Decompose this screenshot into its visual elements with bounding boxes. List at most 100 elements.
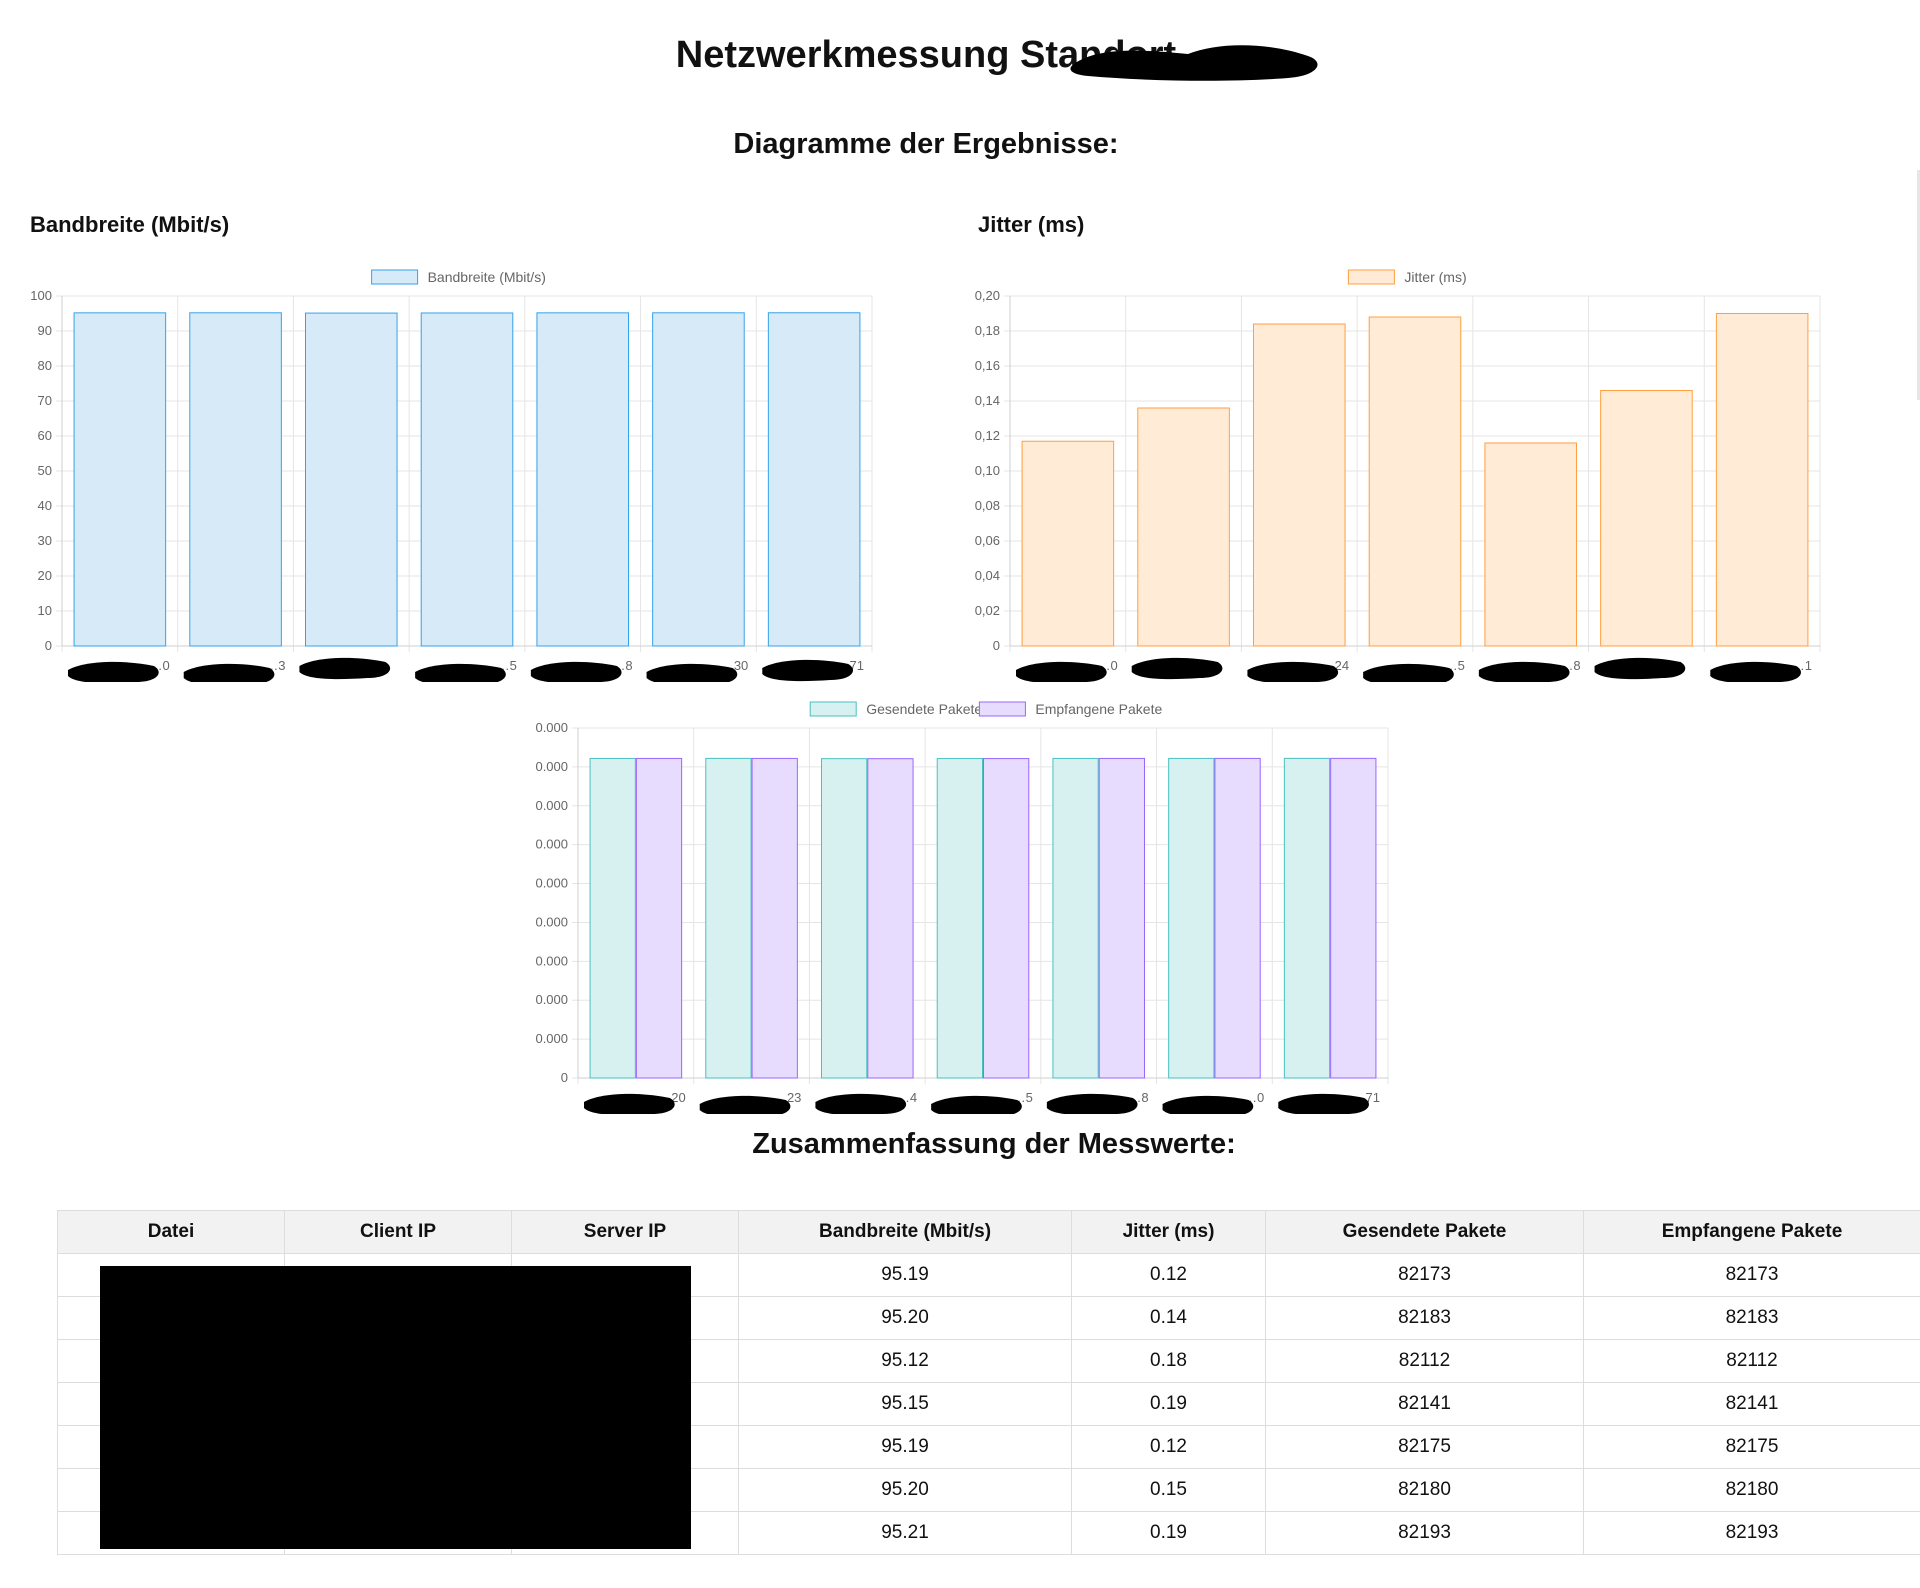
cell-empfangene-pakete: 82173 bbox=[1583, 1253, 1920, 1297]
label-redaction bbox=[1710, 661, 1801, 682]
bar-value bbox=[1021, 440, 1115, 647]
cell-gesendete-pakete: 82173 bbox=[1265, 1253, 1584, 1297]
cell-bandbreite: 95.20 bbox=[738, 1468, 1072, 1512]
bar-sent bbox=[1168, 757, 1215, 1079]
y-tick-label: 0,20 bbox=[975, 288, 1000, 303]
cell-jitter: 0.18 bbox=[1071, 1339, 1266, 1383]
cell-jitter: 0.15 bbox=[1071, 1468, 1266, 1512]
y-tick-label: 30.000 bbox=[536, 953, 568, 968]
cell-empfangene-pakete: 82112 bbox=[1583, 1339, 1920, 1383]
header-bandbreite: Bandbreite (Mbit/s) bbox=[738, 1210, 1072, 1254]
bar-value bbox=[73, 312, 167, 647]
bar-value bbox=[1600, 390, 1693, 647]
cell-gesendete-pakete: 82183 bbox=[1265, 1296, 1584, 1340]
y-tick-label: 80 bbox=[38, 358, 52, 373]
bandwidth-chart: 0102030405060708090100…0…3…5…8…30…71Band… bbox=[30, 269, 873, 682]
label-redaction bbox=[1016, 661, 1107, 682]
cell-gesendete-pakete: 82112 bbox=[1265, 1339, 1584, 1383]
legend-label: Jitter (ms) bbox=[1404, 269, 1466, 285]
bar-value bbox=[1715, 313, 1809, 647]
y-tick-label: 10.000 bbox=[536, 1031, 568, 1046]
y-tick-label: 60 bbox=[38, 428, 52, 443]
bar-value bbox=[1368, 316, 1462, 647]
label-redaction bbox=[699, 1095, 791, 1114]
cell-jitter: 0.19 bbox=[1071, 1511, 1266, 1555]
y-tick-label: 0,14 bbox=[975, 393, 1000, 408]
y-tick-label: 80.000 bbox=[536, 759, 568, 774]
label-redaction bbox=[762, 659, 853, 682]
cell-gesendete-pakete: 82141 bbox=[1265, 1382, 1584, 1426]
cell-gesendete-pakete: 82180 bbox=[1265, 1468, 1584, 1512]
bar-value bbox=[189, 312, 282, 647]
title-redaction bbox=[1070, 45, 1318, 81]
label-redaction bbox=[815, 1093, 906, 1114]
bar-received bbox=[751, 757, 798, 1079]
y-tick-label: 0,06 bbox=[975, 533, 1000, 548]
y-tick-label: 0,02 bbox=[975, 603, 1000, 618]
legend-label: Gesendete Pakete bbox=[866, 701, 982, 717]
y-tick-label: 40.000 bbox=[536, 914, 568, 929]
label-redaction bbox=[1363, 663, 1454, 682]
bar-received bbox=[1330, 757, 1377, 1079]
bar-sent bbox=[1283, 757, 1331, 1079]
packets-chart: 0 10.000 20.000 30.000 40.000 50.000 60.000 70.… bbox=[536, 701, 1389, 1114]
y-tick-label: 20 bbox=[38, 568, 52, 583]
y-tick-label: 0,08 bbox=[975, 498, 1000, 513]
cell-empfangene-pakete: 82193 bbox=[1583, 1511, 1920, 1555]
y-tick-label: 70.000 bbox=[536, 798, 568, 813]
y-tick-label: 70 bbox=[38, 393, 52, 408]
bar-value bbox=[652, 312, 745, 647]
y-tick-label: 0,10 bbox=[975, 463, 1000, 478]
page-title: Netzwerkmessung Standort bbox=[675, 34, 1177, 76]
cell-empfangene-pakete: 82180 bbox=[1583, 1468, 1920, 1512]
cell-bandbreite: 95.15 bbox=[738, 1382, 1072, 1426]
bandwidth-chart-heading: Bandbreite (Mbit/s) bbox=[30, 212, 230, 237]
cell-bandbreite: 95.12 bbox=[738, 1339, 1072, 1383]
label-redaction bbox=[1131, 657, 1223, 680]
cell-empfangene-pakete: 82141 bbox=[1583, 1382, 1920, 1426]
legend-swatch bbox=[809, 701, 857, 717]
bar-value bbox=[420, 312, 514, 647]
bar-value bbox=[1137, 407, 1230, 647]
bar-received bbox=[635, 757, 683, 1079]
bar-sent bbox=[936, 758, 984, 1079]
y-tick-label: 40 bbox=[38, 498, 52, 513]
bar-value bbox=[1253, 323, 1346, 647]
legend-swatch bbox=[978, 701, 1026, 717]
y-tick-label: 100 bbox=[30, 288, 52, 303]
y-tick-label: 0 bbox=[45, 638, 52, 653]
header-empfangene-pakete: Empfangene Pakete bbox=[1583, 1210, 1920, 1254]
bar-sent bbox=[705, 757, 752, 1079]
cell-gesendete-pakete: 82193 bbox=[1265, 1511, 1584, 1555]
legend-label: Bandbreite (Mbit/s) bbox=[428, 269, 546, 285]
cell-bandbreite: 95.20 bbox=[738, 1296, 1072, 1340]
label-redaction bbox=[183, 663, 275, 682]
header-jitter: Jitter (ms) bbox=[1071, 1210, 1266, 1254]
label-redaction bbox=[415, 663, 506, 682]
y-tick-label: 0,18 bbox=[975, 323, 1000, 338]
y-tick-label: 0,16 bbox=[975, 358, 1000, 373]
bar-received bbox=[983, 758, 1030, 1079]
label-redaction bbox=[530, 661, 622, 682]
label-redaction bbox=[1594, 657, 1686, 680]
cell-empfangene-pakete: 82183 bbox=[1583, 1296, 1920, 1340]
y-tick-label: 0 bbox=[561, 1070, 568, 1085]
summary-heading: Zusammenfassung der Messwerte: bbox=[752, 1128, 1236, 1160]
cell-jitter: 0.14 bbox=[1071, 1296, 1266, 1340]
y-tick-label: 50 bbox=[38, 463, 52, 478]
bar-value bbox=[305, 312, 398, 647]
header-server-ip: Server IP bbox=[511, 1210, 739, 1254]
diagrams-heading: Diagramme der Ergebnisse: bbox=[733, 128, 1119, 160]
bar-sent bbox=[1052, 757, 1099, 1079]
bar-received bbox=[1098, 757, 1146, 1079]
cell-bandbreite: 95.19 bbox=[738, 1253, 1072, 1297]
y-tick-label: 60.000 bbox=[536, 837, 568, 852]
bar-sent bbox=[821, 758, 868, 1079]
header-client-ip: Client IP bbox=[284, 1210, 512, 1254]
bar-sent bbox=[589, 757, 636, 1079]
y-tick-label: 10 bbox=[38, 603, 52, 618]
bar-received bbox=[1214, 757, 1261, 1079]
label-redaction bbox=[299, 657, 391, 680]
label-redaction bbox=[68, 661, 159, 682]
header-datei: Datei bbox=[57, 1210, 285, 1254]
